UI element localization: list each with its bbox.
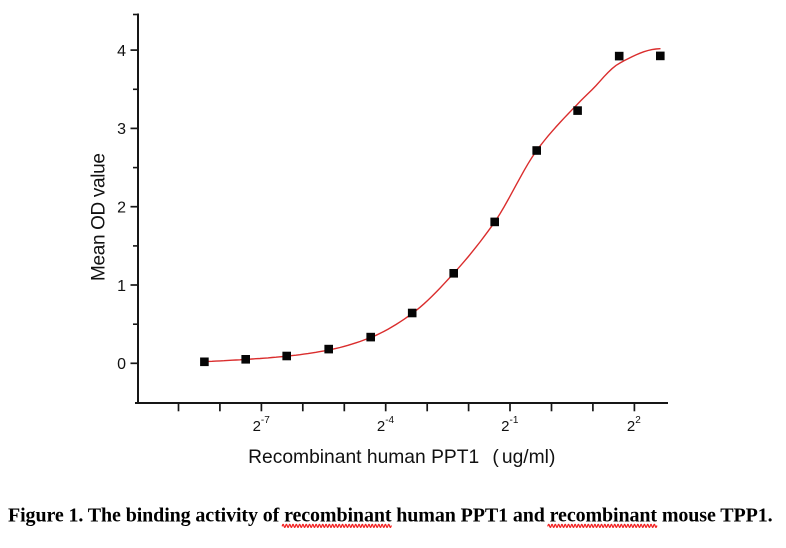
svg-text:Figure 1. The binding activity: Figure 1. The binding activity of recomb… <box>8 504 773 526</box>
svg-text:1: 1 <box>117 278 126 295</box>
svg-text:ug/ml): ug/ml) <box>502 447 555 468</box>
svg-text:0: 0 <box>117 356 126 373</box>
svg-text:Recombinant human PPT1: Recombinant human PPT1 <box>248 447 479 468</box>
svg-text:4: 4 <box>117 43 126 60</box>
svg-text:3: 3 <box>117 121 126 138</box>
svg-text:(: ( <box>492 447 499 468</box>
svg-text:2: 2 <box>117 200 126 217</box>
svg-text:Mean OD value: Mean OD value <box>89 153 110 281</box>
